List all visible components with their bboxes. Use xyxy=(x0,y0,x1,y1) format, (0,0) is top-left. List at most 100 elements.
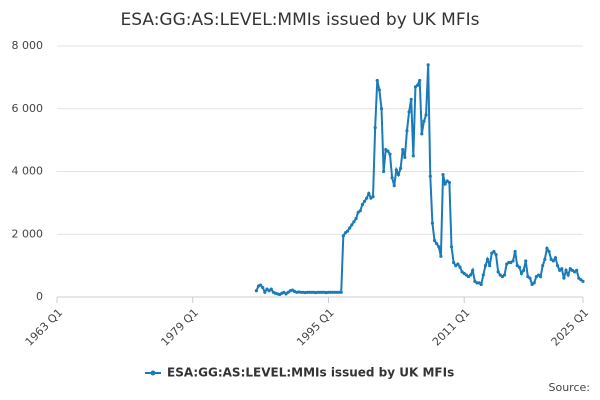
data-point xyxy=(449,245,454,249)
data-point xyxy=(543,257,547,261)
data-point xyxy=(367,191,371,196)
x-tick-label: 1963 Q1 xyxy=(23,306,66,349)
y-tick-label: 8 000 xyxy=(12,39,44,52)
source: Source: xyxy=(549,381,591,394)
data-point xyxy=(352,220,356,224)
data-point xyxy=(528,276,532,280)
data-point xyxy=(519,271,524,276)
data-point xyxy=(432,238,437,243)
data-point xyxy=(545,246,549,250)
data-point xyxy=(496,270,500,274)
data-point xyxy=(420,132,424,136)
data-point xyxy=(375,78,379,83)
data-point xyxy=(396,173,401,177)
data-point xyxy=(418,78,422,83)
data-point xyxy=(379,107,384,111)
data-point xyxy=(553,256,558,260)
data-point xyxy=(398,166,403,170)
data-point xyxy=(483,264,488,268)
data-point xyxy=(492,249,496,254)
data-point xyxy=(555,264,560,268)
data-point xyxy=(532,281,536,285)
data-point xyxy=(350,223,354,227)
data-point xyxy=(524,259,528,263)
data-point xyxy=(411,154,415,158)
data-point xyxy=(348,226,352,230)
data-point xyxy=(468,273,473,277)
data-point xyxy=(377,88,381,92)
data-point xyxy=(403,155,407,159)
data-point xyxy=(254,289,258,293)
data-point xyxy=(471,268,475,272)
data-point xyxy=(458,265,462,269)
data-point xyxy=(365,196,369,200)
data-point xyxy=(362,199,367,203)
data-point xyxy=(341,234,345,238)
data-point xyxy=(481,273,485,277)
series-line xyxy=(255,64,584,296)
data-point xyxy=(428,174,432,178)
data-point xyxy=(371,195,375,199)
data-point xyxy=(354,216,358,221)
data-point xyxy=(560,267,564,271)
data-point xyxy=(409,97,413,101)
data-point xyxy=(422,119,426,123)
data-point xyxy=(390,176,394,180)
legend-marker xyxy=(150,370,156,376)
data-point xyxy=(394,168,398,172)
x-tick-label: 1979 Q1 xyxy=(158,306,201,349)
data-point xyxy=(392,184,396,188)
data-point xyxy=(259,283,263,287)
data-point xyxy=(373,125,377,130)
data-point xyxy=(439,254,443,258)
y-tick-label: 4 000 xyxy=(12,165,44,178)
data-point xyxy=(566,273,570,277)
data-point xyxy=(263,290,267,294)
data-point xyxy=(437,245,441,249)
data-point xyxy=(269,287,273,291)
data-point xyxy=(386,149,390,153)
data-point xyxy=(261,285,265,290)
data-point xyxy=(382,169,386,174)
y-tick-label: 6 000 xyxy=(12,102,44,115)
x-tick-label: 2011 Q1 xyxy=(430,306,473,349)
data-point xyxy=(479,282,483,287)
data-point xyxy=(551,259,555,263)
chart-title: ESA:GG:AS:LEVEL:MMIs issued by UK MFIs xyxy=(121,10,480,30)
data-point xyxy=(511,259,515,263)
y-tick-label: 0 xyxy=(36,290,43,303)
data-point xyxy=(430,221,435,225)
data-point xyxy=(494,253,498,257)
data-point xyxy=(452,260,456,265)
x-tick-label: 2025 Q1 xyxy=(549,306,592,349)
data-point xyxy=(415,83,420,87)
data-point xyxy=(424,113,428,117)
data-point xyxy=(581,279,585,283)
data-point xyxy=(405,129,409,133)
data-point xyxy=(447,180,451,185)
data-point xyxy=(426,63,430,67)
data-point xyxy=(541,264,545,268)
data-point xyxy=(485,257,490,261)
data-point xyxy=(502,273,507,277)
data-point xyxy=(443,182,447,186)
data-point xyxy=(564,268,568,272)
data-point xyxy=(407,110,411,114)
data-point xyxy=(401,147,405,152)
data-point xyxy=(435,242,439,246)
x-tick-label: 1995 Q1 xyxy=(294,306,337,349)
data-point xyxy=(575,268,579,272)
data-point xyxy=(360,202,365,207)
data-point xyxy=(441,173,445,177)
data-point xyxy=(513,249,517,254)
data-point xyxy=(456,262,460,266)
data-point xyxy=(488,264,492,268)
data-point xyxy=(339,290,343,294)
legend-label: ESA:GG:AS:LEVEL:MMIs issued by UK MFIs xyxy=(167,366,454,380)
data-point xyxy=(562,276,566,280)
data-point xyxy=(522,268,526,272)
data-point xyxy=(388,152,392,156)
data-point xyxy=(538,275,543,279)
data-point xyxy=(345,229,350,233)
